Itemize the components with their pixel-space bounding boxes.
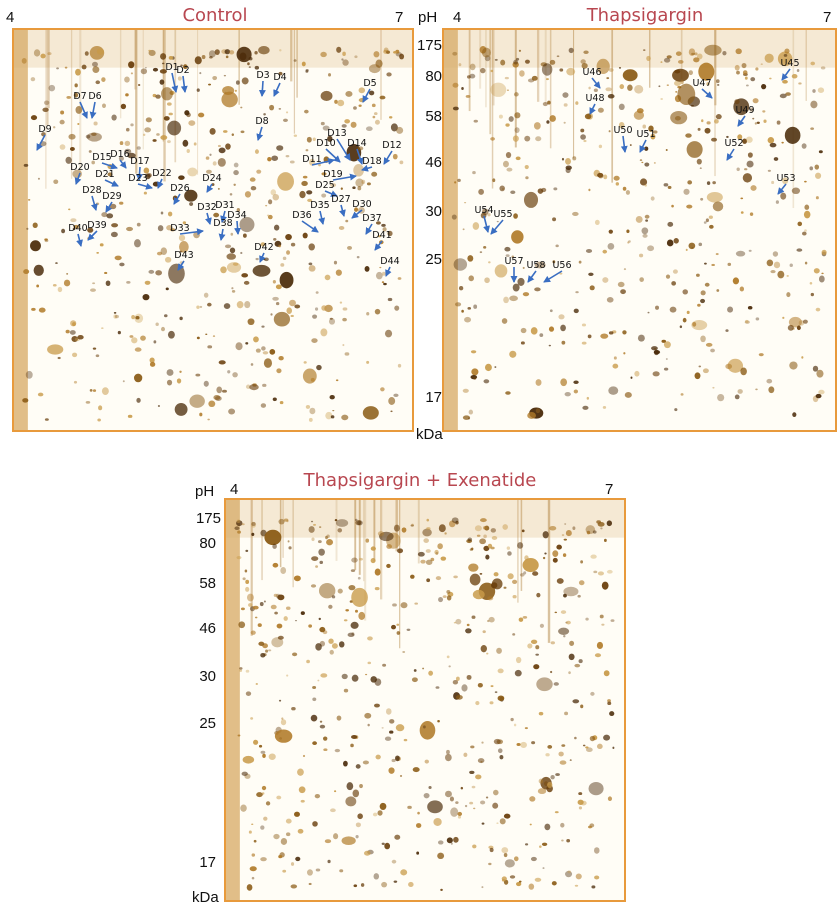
control-ph-left: 4 bbox=[6, 9, 15, 26]
mw-tick-17-top: 17 bbox=[425, 389, 442, 406]
control-ph-right: 7 bbox=[395, 9, 404, 26]
ph-label-bottom: pH bbox=[195, 483, 215, 500]
thapsigargin-panel-title: Thapsigargin bbox=[586, 5, 704, 26]
mw-tick-175-top: 175 bbox=[416, 37, 442, 54]
control-gel-canvas bbox=[14, 30, 412, 430]
mw-tick-175-bottom: 175 bbox=[195, 510, 221, 527]
kda-label-bottom: kDa bbox=[192, 889, 219, 906]
mw-tick-80-top: 80 bbox=[425, 68, 442, 85]
mw-tick-58-bottom: 58 bbox=[199, 575, 216, 592]
kda-label-top: kDa bbox=[416, 426, 443, 443]
control-gel-image bbox=[12, 28, 414, 432]
mw-tick-25-top: 25 bbox=[425, 251, 442, 268]
thapsigargin-ph-right: 7 bbox=[823, 9, 832, 26]
mw-tick-17-bottom: 17 bbox=[199, 854, 216, 871]
combo-gel-image bbox=[224, 498, 626, 902]
combo-ph-left: 4 bbox=[230, 481, 239, 498]
mw-tick-46-bottom: 46 bbox=[199, 620, 216, 637]
mw-tick-25-bottom: 25 bbox=[199, 715, 216, 732]
thapsigargin-gel-canvas bbox=[444, 30, 835, 430]
thapsigargin-ph-left: 4 bbox=[453, 9, 462, 26]
combo-panel-title: Thapsigargin + Exenatide bbox=[303, 470, 537, 491]
mw-tick-80-bottom: 80 bbox=[199, 535, 216, 552]
mw-tick-46-top: 46 bbox=[425, 154, 442, 171]
combo-ph-right: 7 bbox=[605, 481, 614, 498]
thapsigargin-gel-image bbox=[442, 28, 837, 432]
mw-tick-30-top: 30 bbox=[425, 203, 442, 220]
ph-label-top: pH bbox=[418, 9, 438, 26]
control-panel-title: Control bbox=[182, 5, 248, 26]
mw-tick-30-bottom: 30 bbox=[199, 668, 216, 685]
mw-tick-58-top: 58 bbox=[425, 108, 442, 125]
combo-gel-canvas bbox=[226, 500, 624, 900]
